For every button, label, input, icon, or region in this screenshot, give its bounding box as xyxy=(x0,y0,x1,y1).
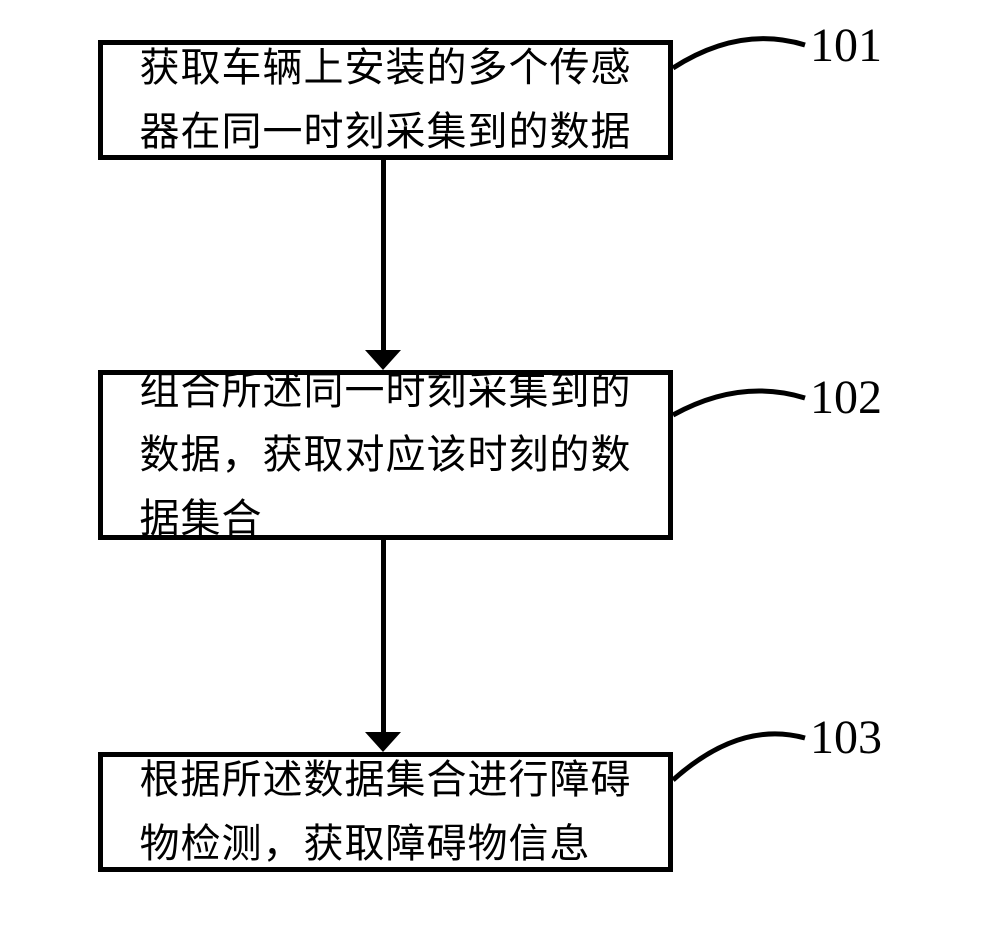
flowchart-node-3: 根据所述数据集合进行障碍 物检测，获取障碍物信息 xyxy=(98,752,673,872)
flowchart-node-1: 获取车辆上安装的多个传感 器在同一时刻采集到的数据 xyxy=(98,40,673,160)
edge-1-2-line xyxy=(381,160,386,352)
node-1-text: 获取车辆上安装的多个传感 器在同一时刻采集到的数据 xyxy=(140,36,632,164)
node-1-label: 101 xyxy=(810,18,882,73)
node-2-text: 组合所述同一时刻采集到的 数据，获取对应该时刻的数 据集合 xyxy=(140,359,632,551)
node-2-label: 102 xyxy=(810,370,882,425)
flowchart-canvas: 获取车辆上安装的多个传感 器在同一时刻采集到的数据 101 组合所述同一时刻采集… xyxy=(0,0,988,941)
node-3-text: 根据所述数据集合进行障碍 物检测，获取障碍物信息 xyxy=(140,748,632,876)
edge-2-3-line xyxy=(381,540,386,734)
node-3-label: 103 xyxy=(810,710,882,765)
flowchart-node-2: 组合所述同一时刻采集到的 数据，获取对应该时刻的数 据集合 xyxy=(98,370,673,540)
